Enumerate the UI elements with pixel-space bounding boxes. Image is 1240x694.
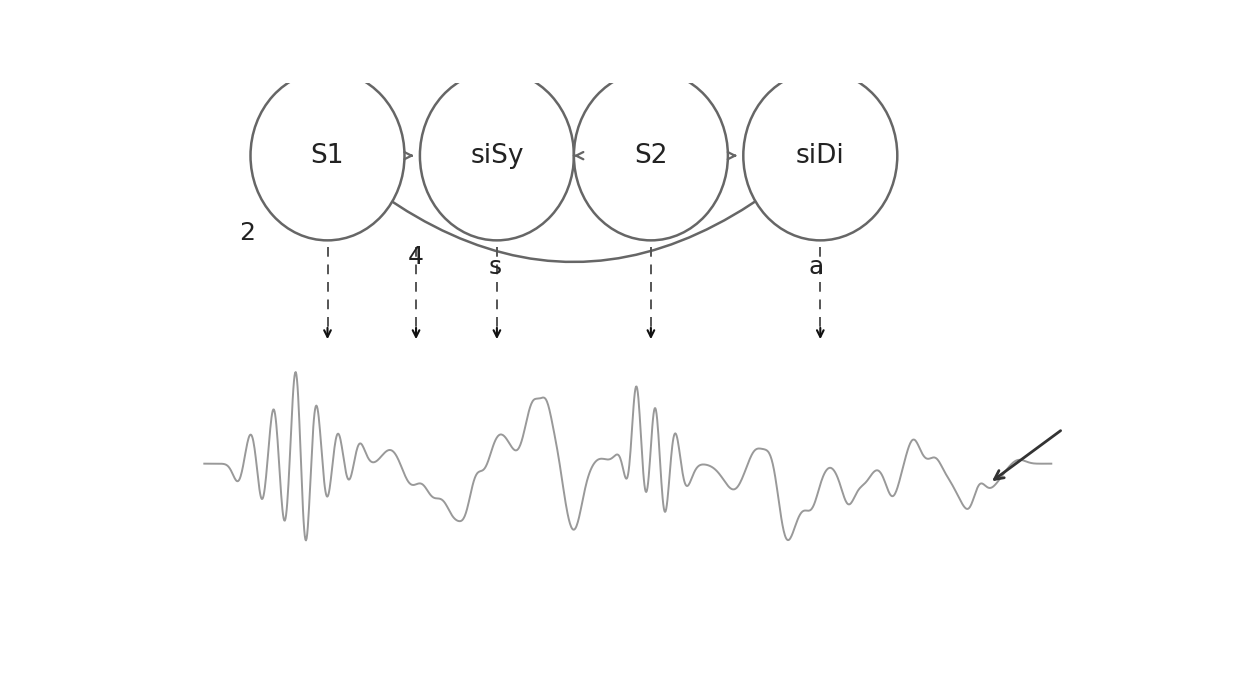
Ellipse shape [614,0,688,79]
Text: S1: S1 [311,143,345,169]
Ellipse shape [460,0,534,79]
Ellipse shape [574,71,728,240]
Text: S2: S2 [634,143,667,169]
Ellipse shape [290,0,365,79]
Ellipse shape [784,0,857,79]
Text: s: s [489,255,502,279]
Text: 2: 2 [238,221,254,245]
Text: siSy: siSy [470,143,523,169]
FancyArrowPatch shape [293,115,857,262]
Ellipse shape [743,71,898,240]
Text: 4: 4 [408,245,424,269]
Text: siDi: siDi [796,143,844,169]
Ellipse shape [420,71,574,240]
Text: a: a [808,255,825,279]
Ellipse shape [250,71,404,240]
